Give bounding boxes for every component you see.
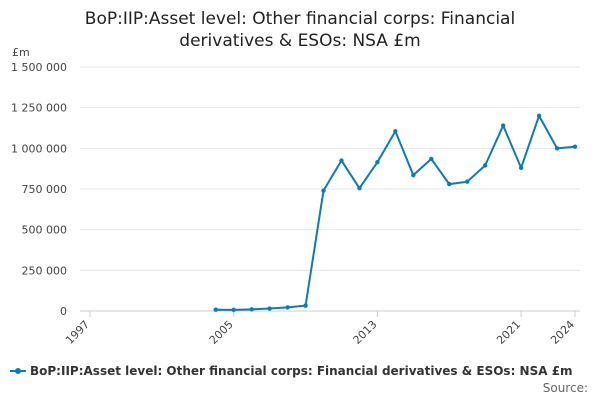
data-point[interactable] [518, 165, 524, 171]
y-axis-label: £m [12, 46, 30, 59]
data-point[interactable] [303, 303, 308, 308]
data-point[interactable] [429, 156, 434, 162]
y-tick-label: 1 500 000 [11, 61, 67, 74]
data-point[interactable] [500, 123, 506, 128]
data-point[interactable] [554, 146, 560, 151]
x-tick-label: 2024 [548, 318, 577, 347]
data-point[interactable] [321, 188, 326, 193]
y-tick-label: 1 000 000 [11, 142, 67, 155]
y-tick-label: 750 000 [22, 183, 68, 196]
data-point[interactable] [213, 307, 218, 312]
series-group [213, 113, 578, 313]
x-tick-label: 1997 [63, 318, 92, 347]
data-point[interactable] [267, 306, 272, 311]
y-tick-label: 500 000 [22, 224, 68, 237]
legend-swatch [10, 368, 26, 374]
chart-title-line-1: BoP:IIP:Asset level: Other financial cor… [84, 9, 516, 29]
legend[interactable]: BoP:IIP:Asset level: Other financial cor… [10, 364, 573, 378]
x-tick-label: 2005 [207, 318, 236, 347]
line-chart: £m 0 250 000 500 000 750 000 1 000 000 1 250 … [11, 46, 580, 347]
data-point[interactable] [231, 307, 236, 313]
data-point[interactable] [339, 158, 344, 163]
data-point[interactable] [411, 172, 416, 178]
data-point[interactable] [447, 181, 452, 187]
data-point[interactable] [285, 305, 290, 310]
chart-title-line-2: derivatives & ESOs: NSA £m [179, 31, 421, 51]
x-axis: 1997 2005 2013 2021 2024 [63, 311, 577, 347]
series-line [215, 113, 576, 311]
data-point[interactable] [465, 179, 470, 184]
x-tick-label: 2013 [351, 318, 380, 347]
data-point[interactable] [393, 129, 398, 134]
y-tick-label: 1 250 000 [11, 102, 67, 115]
chart-title: BoP:IIP:Asset level: Other financial cor… [30, 8, 570, 52]
source-label: Source: [542, 381, 588, 395]
data-point[interactable] [249, 307, 254, 312]
data-point[interactable] [375, 159, 380, 165]
legend-label: BoP:IIP:Asset level: Other financial cor… [30, 364, 573, 378]
data-point[interactable] [357, 185, 362, 191]
y-tick-label: 0 [60, 305, 67, 318]
y-tick-label: 250 000 [22, 264, 68, 277]
y-axis: £m 0 250 000 500 000 750 000 1 000 000 1 250 … [11, 46, 67, 318]
data-point[interactable] [536, 113, 542, 119]
gridlines [80, 66, 580, 312]
data-point[interactable] [482, 163, 488, 168]
data-point[interactable] [572, 144, 578, 149]
x-tick-label: 2021 [494, 318, 523, 347]
